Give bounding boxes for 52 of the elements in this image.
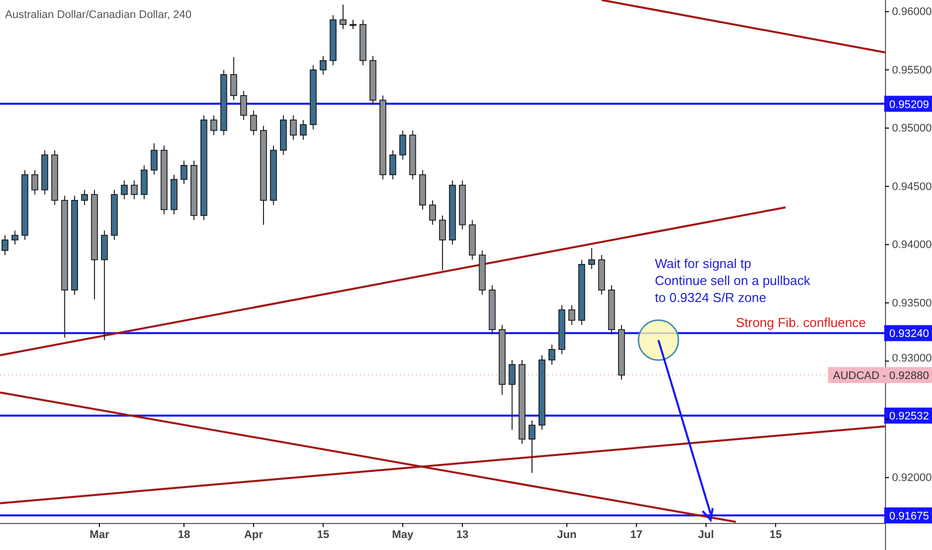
candlestick	[429, 200, 436, 226]
candlestick	[300, 119, 307, 140]
candlestick	[340, 4, 346, 30]
candlestick	[320, 55, 327, 76]
ref-line-label: 0.95209	[889, 98, 929, 111]
x-tick-label: May	[392, 528, 414, 541]
y-tick-label: 0.93000	[892, 352, 932, 365]
candlestick	[130, 180, 138, 200]
ref-line-label: AUDCAD - 0.92880	[833, 370, 929, 382]
candlestick	[81, 189, 88, 206]
candlestick	[240, 90, 248, 120]
candlestick	[350, 19, 356, 30]
x-tick-label: Jul	[698, 528, 714, 541]
x-tick-label: 15	[769, 528, 782, 541]
ref-line-label: 0.91675	[889, 510, 929, 522]
x-tick-label: Jun	[557, 528, 577, 541]
candlestick	[31, 170, 38, 196]
y-tick-label: 0.94500	[892, 180, 932, 193]
candlestick	[210, 114, 218, 136]
ref-line-label: 0.93240	[889, 328, 929, 340]
x-tick-label: Mar	[90, 528, 110, 541]
y-tick-label: 0.94000	[892, 239, 932, 252]
candlestick	[12, 230, 18, 246]
candlestick	[2, 234, 8, 256]
candlestick	[528, 420, 536, 474]
x-tick-label: 13	[456, 528, 469, 541]
x-tick-label: 18	[178, 528, 190, 541]
candlestick	[230, 56, 238, 101]
candlestick	[180, 160, 188, 185]
ref-line-label: 0.92532	[889, 410, 929, 423]
annotation: Wait for signal tp Continue sell on a pullback to 0.9324 S/R zone	[654, 256, 811, 305]
candlestick	[120, 180, 128, 200]
x-tick-label: 15	[317, 528, 330, 541]
y-tick-label: 0.93500	[892, 297, 932, 310]
x-tick-label: 17	[630, 528, 643, 541]
candlestick	[439, 214, 446, 271]
y-tick-label: 0.92000	[892, 472, 932, 484]
x-tick-label: Apr	[244, 528, 264, 541]
candlestick	[399, 130, 406, 160]
candlestick	[290, 114, 297, 140]
y-tick-label: 0.95500	[892, 64, 932, 76]
annotation: Strong Fib. confluence	[736, 315, 866, 330]
candlestick	[150, 142, 158, 176]
y-tick-label: 0.96000	[892, 6, 932, 18]
candlestick	[588, 248, 596, 270]
candlestick	[568, 304, 576, 326]
candlestick	[548, 344, 556, 366]
text: Australian Dollar/Canadian Dollar, 240	[5, 9, 192, 21]
candlestick	[250, 110, 257, 136]
y-tick-label: 0.95000	[892, 122, 932, 135]
candlestick	[389, 150, 396, 180]
candlestick	[508, 359, 516, 430]
